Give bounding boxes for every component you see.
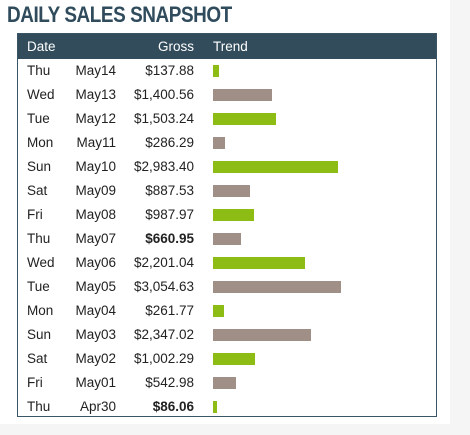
page-title: DAILY SALES SNAPSHOT xyxy=(7,2,232,27)
row-gross: $1,400.56 xyxy=(133,87,194,102)
row-date: May12 xyxy=(75,111,116,126)
row-day: Mon xyxy=(27,135,54,150)
trend-bar xyxy=(213,401,217,413)
table-row: Wed May13 $1,400.56 xyxy=(18,83,436,107)
row-date: May07 xyxy=(75,231,116,246)
sales-table: Date Gross Trend Thu May14 $137.88 Wed May13… xyxy=(17,33,437,417)
table-row: Mon May11 $286.29 xyxy=(18,131,436,155)
row-gross: $1,503.24 xyxy=(133,111,194,126)
trend-bar xyxy=(213,161,338,173)
trend-bar xyxy=(213,89,272,101)
trend-bar xyxy=(213,257,305,269)
row-date: May13 xyxy=(75,87,116,102)
row-day: Wed xyxy=(27,255,55,270)
trend-bar xyxy=(213,305,224,317)
row-day: Thu xyxy=(27,63,51,78)
table-row: Tue May05 $3,054.63 xyxy=(18,275,436,299)
row-date: May01 xyxy=(75,375,116,390)
trend-bar xyxy=(213,185,250,197)
table-row: Sat May02 $1,002.29 xyxy=(18,347,436,371)
row-date: Apr30 xyxy=(79,399,116,414)
table-row: Thu May14 $137.88 xyxy=(18,59,436,83)
background-strip-right xyxy=(450,0,470,435)
header-gross: Gross xyxy=(157,39,194,54)
row-day: Sat xyxy=(27,351,48,366)
trend-bar xyxy=(213,281,341,293)
table-row: Thu May07 $660.95 xyxy=(18,227,436,251)
row-date: May10 xyxy=(75,159,116,174)
background-strip-bottom xyxy=(0,424,470,435)
row-day: Wed xyxy=(27,87,55,102)
row-date: May09 xyxy=(75,183,116,198)
table-row: Fri May08 $987.97 xyxy=(18,203,436,227)
row-gross: $286.29 xyxy=(145,135,194,150)
row-gross: $542.98 xyxy=(145,375,194,390)
table-header: Date Gross Trend xyxy=(18,34,436,59)
row-day: Fri xyxy=(27,375,43,390)
row-gross: $2,347.02 xyxy=(133,327,194,342)
table-body: Thu May14 $137.88 Wed May13 $1,400.56 Tue May12… xyxy=(18,59,436,419)
row-gross: $261.77 xyxy=(145,303,194,318)
trend-bar xyxy=(213,353,255,365)
header-trend: Trend xyxy=(213,39,248,54)
row-gross: $3,054.63 xyxy=(133,279,194,294)
table-row: Sun May03 $2,347.02 xyxy=(18,323,436,347)
row-date: May14 xyxy=(75,63,116,78)
trend-bar xyxy=(213,377,236,389)
trend-bar xyxy=(213,65,219,77)
row-gross: $1,002.29 xyxy=(133,351,194,366)
trend-bar xyxy=(213,233,241,245)
row-gross: $86.06 xyxy=(152,399,194,414)
trend-bar xyxy=(213,209,254,221)
row-day: Fri xyxy=(27,207,43,222)
row-gross: $2,983.40 xyxy=(133,159,194,174)
row-day: Sun xyxy=(27,327,52,342)
row-day: Thu xyxy=(27,399,51,414)
row-day: Tue xyxy=(27,279,50,294)
row-gross: $2,201.04 xyxy=(133,255,194,270)
row-gross: $987.97 xyxy=(145,207,194,222)
trend-bar xyxy=(213,329,311,341)
row-gross: $660.95 xyxy=(145,231,194,246)
trend-bar xyxy=(213,137,225,149)
table-row: Mon May04 $261.77 xyxy=(18,299,436,323)
row-gross: $137.88 xyxy=(145,63,194,78)
row-date: May06 xyxy=(75,255,116,270)
row-day: Sat xyxy=(27,183,48,198)
row-day: Sun xyxy=(27,159,52,174)
table-row: Tue May12 $1,503.24 xyxy=(18,107,436,131)
table-row: Wed May06 $2,201.04 xyxy=(18,251,436,275)
row-date: May08 xyxy=(75,207,116,222)
row-day: Tue xyxy=(27,111,50,126)
row-date: May02 xyxy=(75,351,116,366)
row-date: May04 xyxy=(75,303,116,318)
table-row: Fri May01 $542.98 xyxy=(18,371,436,395)
row-date: May05 xyxy=(75,279,116,294)
row-gross: $887.53 xyxy=(145,183,194,198)
row-date: May11 xyxy=(76,135,116,150)
header-date: Date xyxy=(27,39,56,54)
table-row: Thu Apr30 $86.06 xyxy=(18,395,436,419)
row-day: Thu xyxy=(27,231,51,246)
table-row: Sat May09 $887.53 xyxy=(18,179,436,203)
row-day: Mon xyxy=(27,303,54,318)
table-row: Sun May10 $2,983.40 xyxy=(18,155,436,179)
trend-bar xyxy=(213,113,276,125)
row-date: May03 xyxy=(75,327,116,342)
